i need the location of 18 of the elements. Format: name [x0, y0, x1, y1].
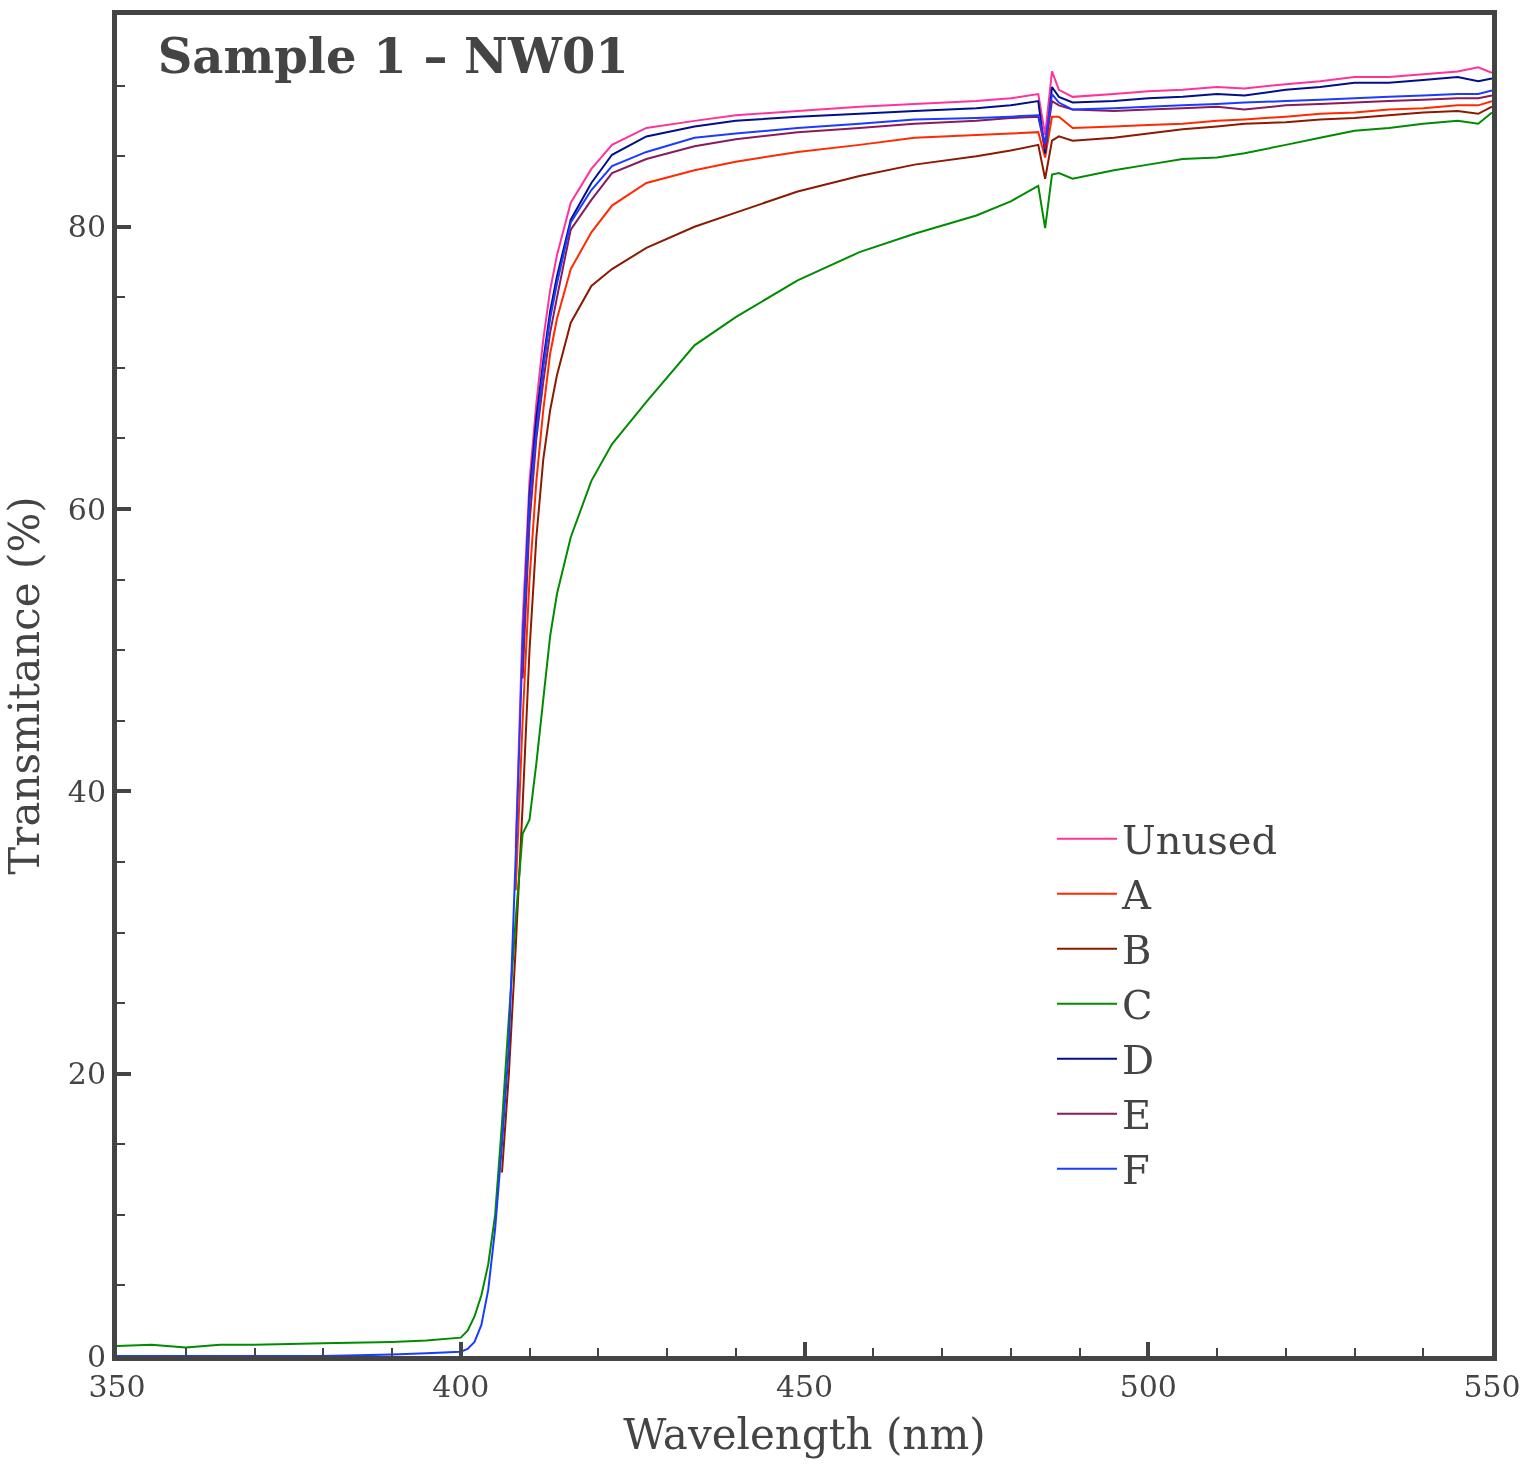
legend-label: Unused: [1122, 817, 1278, 864]
y-tick-label: 80: [67, 209, 106, 245]
x-tick-label: 500: [1119, 1369, 1177, 1404]
legend-label: A: [1121, 872, 1152, 919]
y-tick-label: 20: [67, 1056, 106, 1092]
chart-title: Sample 1 – NW01: [157, 28, 629, 85]
y-tick-label: 40: [67, 773, 106, 809]
x-tick-label: 450: [775, 1369, 834, 1404]
legend-label: D: [1122, 1037, 1155, 1084]
legend-label: C: [1122, 982, 1153, 1029]
legend-label: E: [1122, 1092, 1152, 1139]
x-tick-label: 400: [432, 1369, 490, 1404]
x-axis-title: Wavelength (nm): [623, 1409, 986, 1459]
x-tick-label: 550: [1463, 1369, 1521, 1404]
legend-label: B: [1122, 927, 1152, 974]
y-tick-label: 60: [67, 491, 106, 527]
y-axis-title: Transmitance (%): [0, 496, 49, 875]
legend-label: F: [1122, 1147, 1150, 1194]
